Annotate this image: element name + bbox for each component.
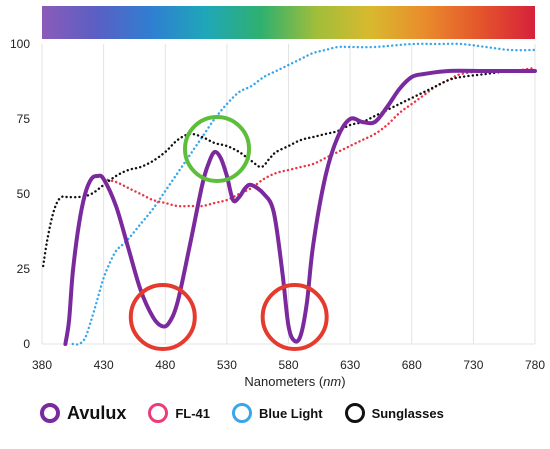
highlight-circle-3 — [183, 115, 252, 183]
legend: Avulux FL-41 Blue Light Sunglasses — [40, 399, 510, 427]
y-tick-25: 25 — [17, 262, 31, 276]
legend-swatch-sunglasses — [344, 403, 365, 423]
series-line-blue-light — [71, 42, 537, 346]
vertical-gridlines — [41, 44, 536, 345]
legend-label-blue-light: Blue Light — [259, 405, 323, 421]
series-line-avulux — [63, 68, 537, 346]
spectral-transmission-chart: 0 25 50 75 100 380 430 480 530 580 630 680 730 780 N… — [10, 6, 545, 389]
y-tick-75: 75 — [17, 112, 31, 126]
legend-label-avulux: Avulux — [67, 402, 127, 423]
y-tick-labels: 0 25 50 75 100 — [10, 37, 30, 351]
series-line-sunglasses — [42, 69, 537, 268]
legend-item-blue-light: Blue Light — [232, 403, 323, 423]
legend-swatch-fl41 — [148, 403, 169, 423]
x-tick-430: 430 — [94, 358, 114, 372]
legend-item-fl41: FL-41 — [148, 403, 210, 423]
x-tick-labels: 380 430 480 530 580 630 680 730 780 — [32, 358, 545, 372]
x-tick-780: 780 — [525, 358, 545, 372]
legend-swatch-blue-light — [232, 403, 253, 423]
highlight-circles — [128, 115, 329, 351]
x-tick-730: 730 — [463, 358, 483, 372]
highlight-circle-1 — [128, 283, 197, 351]
x-tick-380: 380 — [32, 358, 52, 372]
series-line-fl-41 — [102, 66, 537, 208]
x-axis-label: Nanometers (nm) — [244, 374, 345, 389]
y-tick-0: 0 — [23, 337, 30, 351]
y-tick-100: 100 — [10, 37, 30, 51]
legend-label-fl41: FL-41 — [175, 405, 211, 421]
y-tick-50: 50 — [17, 187, 31, 201]
legend-label-sunglasses: Sunglasses — [371, 405, 444, 421]
x-tick-630: 630 — [340, 358, 360, 372]
x-tick-530: 530 — [217, 358, 237, 372]
spectrum-bar — [42, 6, 535, 39]
x-tick-580: 580 — [278, 358, 298, 372]
legend-item-avulux: Avulux — [40, 403, 126, 424]
x-tick-680: 680 — [402, 358, 422, 372]
series-lines — [42, 42, 537, 346]
legend-swatch-avulux — [40, 403, 60, 423]
legend-item-sunglasses: Sunglasses — [344, 403, 444, 423]
highlight-circle-2 — [260, 283, 329, 351]
x-tick-480: 480 — [155, 358, 175, 372]
